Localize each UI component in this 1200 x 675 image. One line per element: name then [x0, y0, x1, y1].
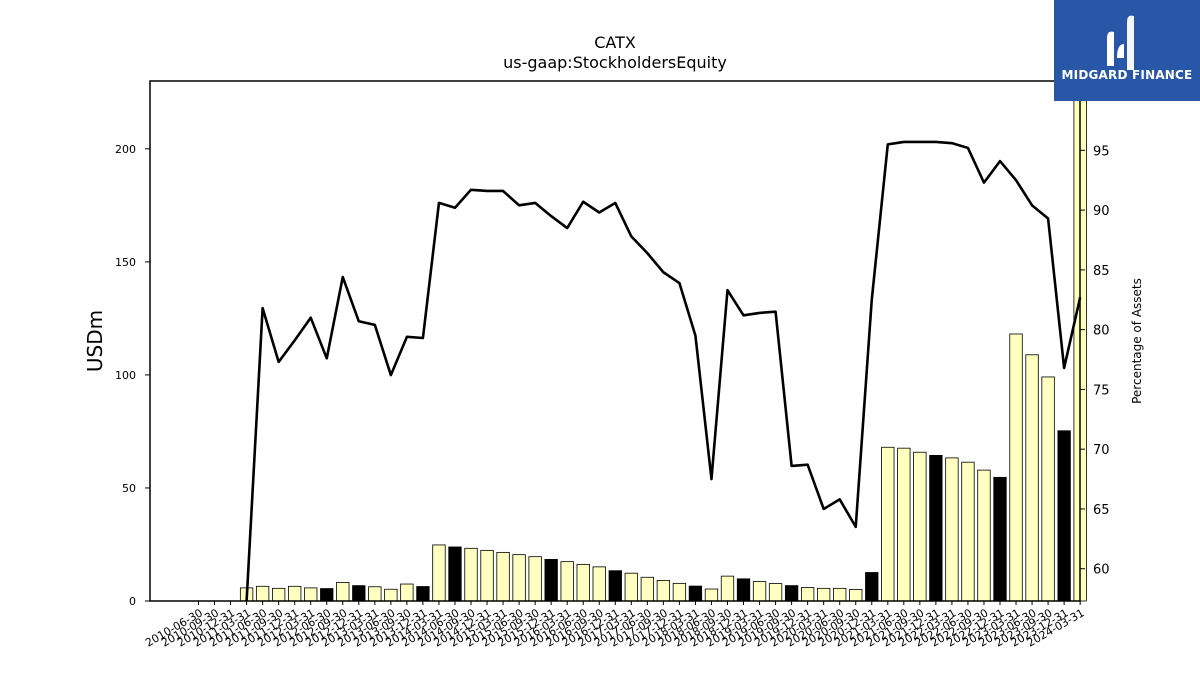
bar-2023-09-30	[1041, 376, 1055, 602]
bar-2018-12-31	[736, 578, 751, 602]
bar-2020-12-31	[865, 572, 879, 602]
y2-axis-ticks: 60 65 70 75 80 85 90 95	[1080, 144, 1110, 578]
midgard-finance-logo: MIDGARD FINANCE	[1054, 0, 1200, 101]
y2-tick-label: 95	[1093, 144, 1110, 159]
bar-2018-09-30	[720, 575, 735, 602]
bar-2011-06-30	[255, 585, 270, 602]
bar-2012-06-30	[320, 588, 334, 602]
bar-2022-09-30	[977, 469, 991, 602]
y-tick-label: 100	[115, 369, 136, 382]
bar-2020-06-30	[833, 587, 847, 602]
y-axis-label: USDm	[83, 309, 107, 373]
bar-2012-03-31	[304, 587, 318, 602]
bar-2022-12-31	[993, 476, 1007, 602]
bar-2015-12-31	[544, 559, 558, 602]
bar-2023-03-31	[1009, 333, 1023, 602]
bar-2016-03-31	[560, 561, 574, 602]
bar-2019-09-30	[784, 585, 799, 602]
bar-2023-06-30	[1025, 354, 1039, 602]
bar-2021-03-31	[881, 446, 895, 602]
bar-2021-12-31	[929, 454, 943, 602]
bar-2018-06-30	[704, 588, 719, 602]
y2-axis-label: Percentage of Assets	[1130, 278, 1144, 404]
bar-2017-03-31	[624, 572, 638, 602]
chart-title: CATX	[594, 33, 636, 52]
percentage-line	[245, 140, 1082, 602]
x-axis-ticks: 2010-06-302010-09-302010-12-312011-03-31…	[143, 601, 1087, 650]
bar-2012-09-30	[336, 582, 350, 602]
y2-tick-label: 80	[1093, 324, 1110, 339]
y2-tick-label: 75	[1093, 383, 1110, 398]
bar-2021-09-30	[913, 451, 927, 602]
y2-tick-label: 90	[1093, 204, 1110, 219]
bar-2016-12-31	[608, 570, 622, 602]
bar-2015-03-31	[496, 551, 510, 602]
bar-series	[239, 80, 1087, 602]
y-tick-label: 50	[122, 482, 136, 495]
bar-2014-09-30	[464, 547, 478, 602]
bar-2022-06-30	[961, 461, 975, 602]
y2-tick-label: 70	[1093, 443, 1110, 458]
y-tick-label: 200	[115, 143, 136, 156]
bar-2023-12-31	[1057, 430, 1071, 602]
bar-2013-06-30	[384, 588, 398, 602]
logo-text: MIDGARD FINANCE	[1061, 68, 1193, 82]
bar-2018-03-31	[688, 585, 703, 602]
y2-tick-label: 65	[1093, 503, 1110, 518]
bar-2021-06-30	[897, 447, 911, 602]
chart-subtitle: us-gaap:StockholdersEquity	[503, 53, 727, 72]
line-series	[245, 140, 1082, 602]
y-tick-label: 150	[115, 256, 136, 269]
bar-2014-06-30	[448, 546, 462, 602]
bar-2017-09-30	[656, 580, 671, 602]
bar-2013-03-31	[368, 586, 382, 602]
bar-2015-06-30	[512, 554, 526, 602]
bar-2014-12-31	[480, 549, 494, 602]
bar-2014-03-31	[432, 544, 446, 602]
bar-2017-12-31	[672, 582, 687, 602]
y2-tick-label: 85	[1093, 264, 1110, 279]
logo-mark-icon	[1107, 15, 1134, 71]
y2-tick-label: 60	[1093, 563, 1110, 578]
bar-2011-09-30	[271, 587, 286, 602]
bar-2017-06-30	[640, 576, 654, 602]
bar-2019-12-31	[800, 587, 815, 602]
bar-2013-12-31	[416, 586, 430, 602]
bar-2019-06-30	[768, 583, 783, 602]
bar-2020-09-30	[849, 589, 863, 602]
bar-2019-03-31	[752, 581, 767, 602]
bar-2013-09-30	[400, 583, 414, 602]
bar-2012-12-31	[352, 585, 366, 602]
y-tick-label: 0	[129, 595, 136, 608]
bar-2022-03-31	[945, 457, 959, 602]
bar-2016-09-30	[592, 566, 606, 602]
bar-2011-12-31	[288, 585, 302, 602]
bar-2015-09-30	[528, 556, 542, 602]
bar-2020-03-31	[817, 587, 831, 602]
y-axis-ticks: 0 50 100 150 200	[115, 143, 150, 608]
bar-2016-06-30	[576, 563, 590, 602]
